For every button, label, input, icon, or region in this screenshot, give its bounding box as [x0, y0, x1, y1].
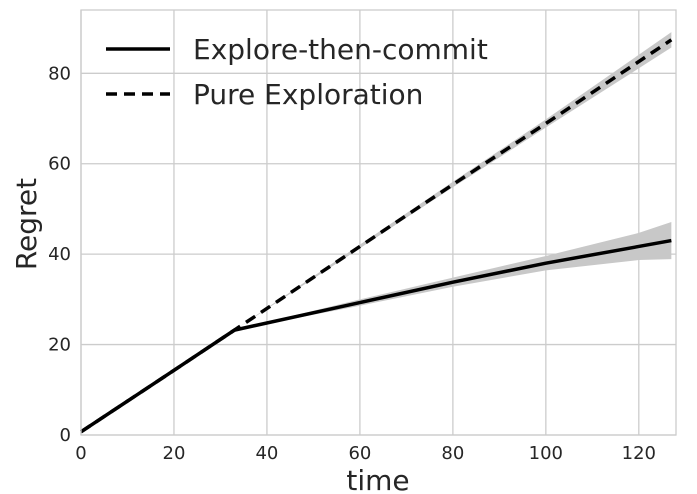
x-tick-label: 40	[255, 443, 278, 464]
x-tick-labels: 0 20 40 60 80 100 120	[75, 443, 656, 464]
series-line-pure-exploration	[80, 38, 673, 434]
series-lines	[80, 38, 673, 434]
x-tick-label: 120	[622, 443, 656, 464]
series-line-explore-then-commit	[80, 238, 672, 434]
x-tick-label: 0	[75, 443, 86, 464]
legend-label-explore-then-commit: Explore-then-commit	[193, 33, 488, 66]
x-axis-title: time	[346, 464, 409, 494]
plot-frame	[80, 9, 677, 436]
y-tick-label: 20	[48, 335, 71, 356]
legend-label-pure-exploration: Pure Exploration	[193, 78, 423, 111]
y-axis-title: Regret	[10, 178, 43, 270]
x-tick-label: 20	[163, 443, 186, 464]
confidence-bands	[81, 32, 672, 432]
y-tick-label: 40	[48, 244, 71, 265]
x-tick-label: 80	[441, 443, 464, 464]
y-tick-labels: 0 20 40 60 80	[48, 63, 71, 446]
legend: Explore-then-commit Pure Exploration	[106, 33, 488, 111]
x-tick-label: 100	[529, 443, 563, 464]
y-tick-label: 0	[60, 425, 71, 446]
x-tick-label: 60	[348, 443, 371, 464]
y-tick-label: 60	[48, 154, 71, 175]
y-tick-label: 80	[48, 63, 71, 84]
confidence-band-explore-then-commit	[81, 222, 672, 432]
